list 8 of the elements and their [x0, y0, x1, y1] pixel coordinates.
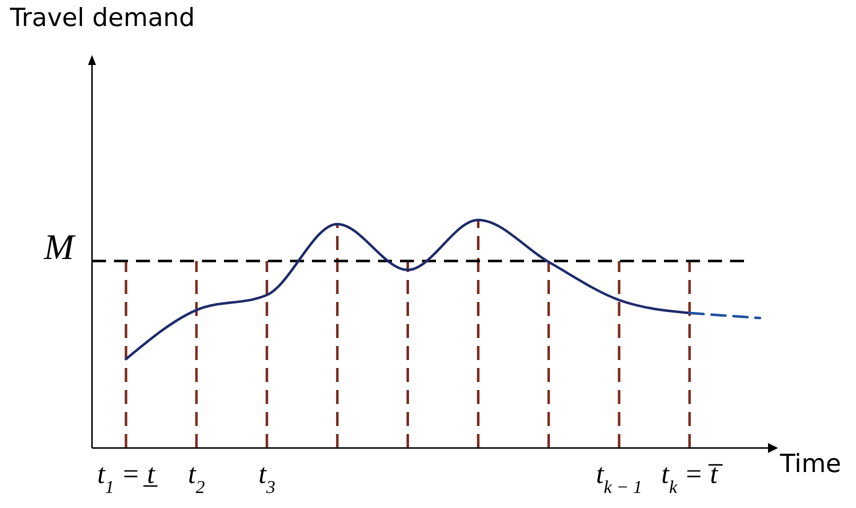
x-tick-label: t$_{2}$: [188, 459, 205, 497]
x-tick-label: t$_{3}$: [258, 459, 276, 497]
x-axis-title: Time: [779, 449, 842, 478]
x-tick-label: t$_{1}$ = t̲: [97, 459, 158, 497]
x-tick-label: t$_{k}$ = t̅: [661, 459, 724, 497]
ref-line-label: M: [43, 227, 76, 268]
x-tick-label: t$_{k − 1}$: [596, 459, 642, 497]
text: Travel demand: [9, 3, 195, 32]
